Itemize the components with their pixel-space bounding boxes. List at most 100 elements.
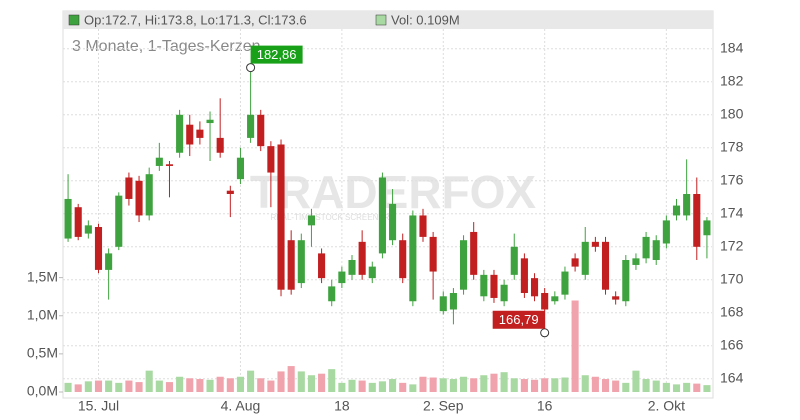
volume-bar	[551, 378, 559, 392]
volume-tick-label: 0,0M	[27, 383, 58, 399]
candle-body	[622, 260, 630, 302]
x-tick-label: 16	[537, 398, 553, 414]
candle-body	[226, 190, 234, 194]
candle-body	[236, 157, 245, 180]
volume-bar	[74, 384, 82, 392]
annotation-box	[250, 45, 303, 64]
volume-bar	[236, 376, 245, 392]
volume-bar	[257, 378, 265, 392]
candle-body	[490, 274, 498, 298]
candle-body	[601, 241, 610, 290]
candle-body	[165, 164, 174, 166]
volume-bar	[460, 376, 468, 392]
candle-body	[389, 203, 397, 241]
volume-bar	[318, 373, 326, 392]
y-tick-label: 174	[720, 205, 744, 221]
volume-bar	[510, 378, 518, 392]
volume-tick-label: 0,5M	[27, 345, 58, 361]
candle-body	[186, 124, 194, 145]
candle-body	[480, 274, 488, 297]
candle-body	[662, 220, 670, 244]
candle-body	[196, 129, 204, 138]
candle-body	[470, 231, 478, 275]
candle-body	[591, 241, 599, 247]
candle-body	[571, 258, 579, 267]
candle-body	[612, 296, 620, 300]
candle-body	[105, 253, 113, 270]
volume-bar	[470, 378, 478, 392]
volume-bar	[135, 382, 143, 392]
volume-bar	[571, 300, 579, 392]
candle-body	[378, 177, 386, 254]
volume-bar	[389, 379, 397, 392]
candle-body	[216, 137, 224, 153]
volume-bar	[247, 370, 255, 392]
y-tick-label: 176	[720, 172, 744, 188]
volume-bar	[277, 371, 285, 392]
volume-bar	[267, 380, 275, 392]
candle-body	[520, 258, 528, 293]
volume-bar	[429, 377, 437, 392]
candle-body	[551, 296, 559, 302]
candle-body	[409, 215, 417, 302]
annotation-label: 166,79	[499, 312, 539, 327]
candle-body	[176, 114, 184, 153]
volume-bar	[449, 379, 457, 392]
candle-body	[115, 195, 123, 247]
y-tick-label: 182	[720, 73, 744, 89]
volume-bar	[196, 379, 204, 392]
volume-bar	[226, 378, 234, 392]
volume-tick-label: 1,0M	[27, 306, 58, 322]
legend-volume-swatch	[375, 14, 387, 26]
volume-bar	[348, 379, 356, 392]
candle-body	[561, 271, 569, 295]
candle-body	[297, 240, 305, 284]
candle-body	[449, 293, 457, 310]
candle-body	[206, 119, 214, 124]
volume-bar	[358, 380, 366, 392]
candle-body	[257, 114, 265, 147]
volume-bar	[165, 382, 174, 392]
volume-bar	[490, 373, 498, 392]
volume-bar	[652, 380, 660, 392]
candle-body	[693, 194, 701, 247]
annotation-label: 182,86	[257, 47, 297, 62]
candle-body	[307, 215, 315, 226]
plot-area	[62, 10, 714, 399]
candle-body	[358, 241, 366, 275]
y-tick-label: 168	[720, 304, 744, 320]
candle-body	[652, 240, 660, 260]
volume-bar	[297, 371, 305, 392]
candle-body	[287, 240, 295, 290]
volume-bar	[328, 369, 336, 392]
y-tick-label: 178	[720, 139, 744, 155]
candle-body	[632, 258, 640, 265]
candle-body	[683, 194, 691, 216]
volume-bar	[115, 382, 123, 392]
volume-bar	[206, 379, 214, 392]
volume-bar	[145, 370, 153, 392]
chart-title: 3 Monate, 1-Tages-Kerzen	[72, 38, 261, 55]
legend-volume: Vol: 0.109M	[391, 12, 460, 27]
volume-bar	[541, 378, 549, 392]
candle-body	[460, 240, 468, 290]
candle-body	[64, 198, 72, 239]
volume-bar	[480, 375, 488, 392]
candle-body	[135, 180, 143, 216]
volume-bar	[642, 379, 650, 392]
volume-bar	[84, 381, 92, 392]
x-tick-label: 18	[334, 398, 350, 414]
legend-bar	[63, 11, 713, 29]
volume-bar	[287, 366, 295, 392]
volume-bar	[703, 385, 711, 392]
candle-body	[510, 246, 518, 275]
candle-body	[125, 177, 133, 199]
candle-body	[500, 284, 508, 302]
y-tick-label: 184	[720, 40, 744, 56]
volume-bar	[530, 379, 539, 392]
y-tick-label: 172	[720, 238, 744, 254]
candle-body	[267, 146, 275, 173]
volume-bar	[216, 376, 224, 392]
candle-body	[145, 174, 153, 216]
volume-bar	[186, 378, 194, 392]
